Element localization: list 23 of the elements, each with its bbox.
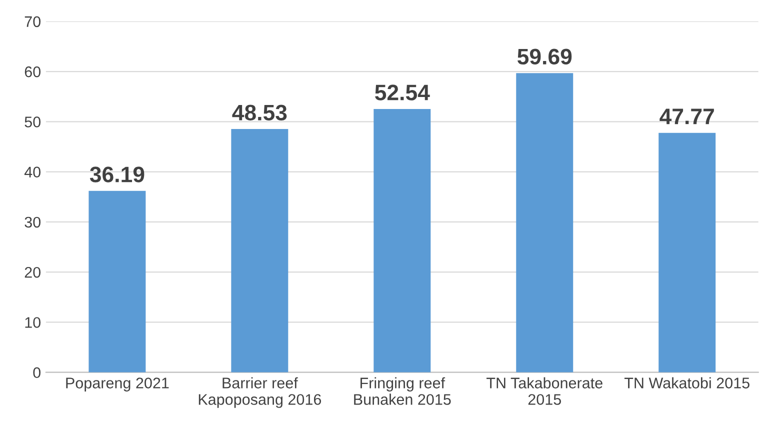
y-tick-label: 30 <box>24 216 41 228</box>
data-label: 52.54 <box>375 84 430 100</box>
x-tick-label: Popareng 2021 <box>66 378 169 392</box>
data-label: 36.19 <box>90 166 144 182</box>
y-tick-label: 20 <box>24 266 41 278</box>
y-tick-label: 50 <box>24 116 41 128</box>
y-tick-label: 40 <box>24 166 41 178</box>
data-label: 47.77 <box>660 108 714 124</box>
bar <box>231 129 288 372</box>
y-tick-label: 0 <box>33 367 40 378</box>
y-tick-label: 60 <box>24 66 41 78</box>
x-tick-label: TN Takabonerate 2015 <box>486 377 602 405</box>
data-label: 59.69 <box>518 48 572 65</box>
bar <box>516 73 574 372</box>
y-tick-label: 70 <box>24 16 41 28</box>
x-tick-label: Fringing reef Bunaken 2015 <box>354 377 451 405</box>
y-tick-label: 10 <box>25 317 41 328</box>
x-tick-label: Barrier reef Kapoposang 2016 <box>198 377 322 408</box>
x-tick-label: TN Wakatobi 2015 <box>624 377 750 388</box>
bar <box>658 132 716 372</box>
bar <box>374 108 431 372</box>
data-label: 48.53 <box>232 104 287 121</box>
bar <box>88 190 146 372</box>
